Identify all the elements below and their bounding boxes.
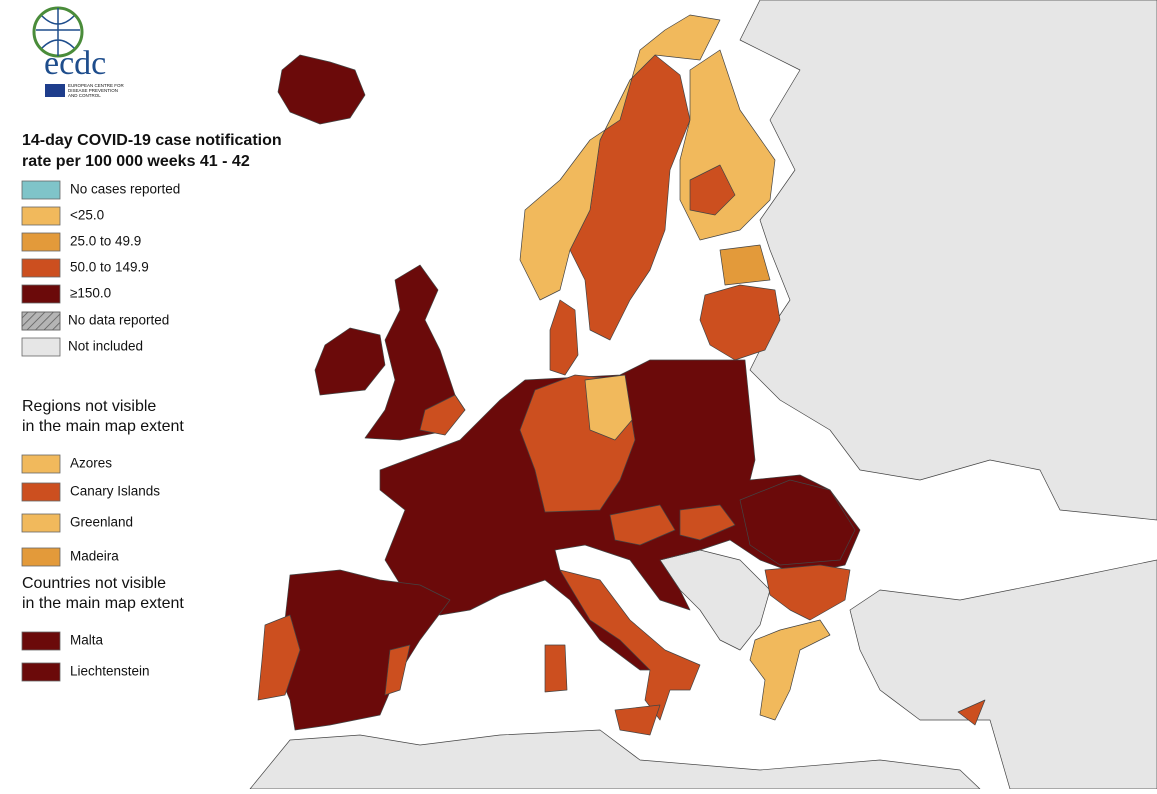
country-swatch xyxy=(21,631,61,651)
hatch-overlay xyxy=(21,311,61,331)
legend-swatch xyxy=(21,180,61,200)
germany-east xyxy=(584,374,633,441)
latvia-lithuania xyxy=(699,284,781,361)
bulgaria xyxy=(764,564,851,621)
non-included-east xyxy=(739,0,1157,521)
region-label: Greenland xyxy=(70,515,133,530)
uk-southeast xyxy=(419,394,466,436)
regions-title: Regions not visible xyxy=(22,398,156,415)
norway-west xyxy=(519,14,721,301)
region-label: Madeira xyxy=(70,549,119,564)
legend-label: 25.0 to 49.9 xyxy=(70,234,141,249)
portugal xyxy=(257,614,301,701)
legend-swatch xyxy=(21,232,61,252)
legend-swatch xyxy=(21,284,61,304)
legend-label: <25.0 xyxy=(70,208,104,223)
region-label: Azores xyxy=(70,456,112,471)
region-swatch xyxy=(21,547,61,567)
legend-label: 50.0 to 149.9 xyxy=(70,260,149,275)
non-included-turkey xyxy=(849,559,1157,790)
legend-swatch xyxy=(21,258,61,278)
sardinia xyxy=(544,644,568,693)
finland xyxy=(679,49,776,241)
legend-label: No data reported xyxy=(68,313,169,328)
logo: ecdc EUROPEAN CENTRE FOR DISEASE PREVENT… xyxy=(32,6,125,98)
legend-label: ≥150.0 xyxy=(70,286,111,301)
country-label: Malta xyxy=(70,633,104,648)
legend-label: No cases reported xyxy=(70,182,180,197)
austria-slovenia xyxy=(609,504,676,546)
greece xyxy=(749,619,831,721)
region-swatch xyxy=(21,513,61,533)
country-swatch xyxy=(21,662,61,682)
countries-title: in the main map extent xyxy=(22,595,184,612)
countries-title: Countries not visible xyxy=(22,575,166,592)
ireland xyxy=(314,327,386,396)
eu-flag xyxy=(45,84,65,97)
region-label: Canary Islands xyxy=(70,484,160,499)
logo-name: ecdc xyxy=(44,45,106,82)
non-included-africa xyxy=(249,729,981,790)
legend-label: Not included xyxy=(68,339,143,354)
region-swatch xyxy=(21,454,61,474)
spain xyxy=(274,569,451,731)
estonia xyxy=(719,244,771,286)
logo-grid xyxy=(36,8,80,56)
legend-title: rate per 100 000 weeks 41 - 42 xyxy=(22,153,250,170)
romania-core xyxy=(739,479,856,566)
legend-swatch xyxy=(21,206,61,226)
map xyxy=(249,0,1157,790)
logo-org: DISEASE PREVENTION xyxy=(68,88,118,93)
valencia xyxy=(384,644,411,696)
denmark xyxy=(549,299,579,376)
sicily xyxy=(614,704,661,736)
sweden-norway xyxy=(569,54,691,341)
cyprus xyxy=(957,699,986,726)
iceland xyxy=(277,54,366,125)
legend-title: 14-day COVID-19 case notification xyxy=(22,132,282,149)
regions-title: in the main map extent xyxy=(22,418,184,435)
logo-org: EUROPEAN CENTRE FOR xyxy=(68,83,125,88)
country-label: Liechtenstein xyxy=(70,664,150,679)
legend-swatch xyxy=(21,337,61,357)
logo-org: AND CONTROL xyxy=(68,93,101,98)
region-swatch xyxy=(21,482,61,502)
finland-region xyxy=(689,164,736,216)
italy xyxy=(559,569,701,721)
non-included-balkans xyxy=(659,549,771,651)
hungary-region xyxy=(679,504,736,541)
